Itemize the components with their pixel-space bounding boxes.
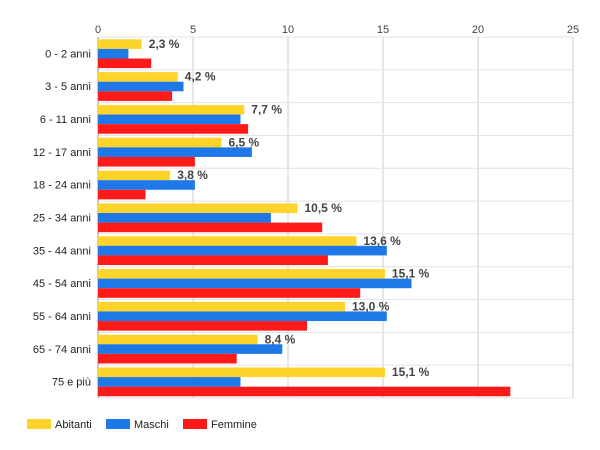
y-tick-label: 65 - 74 anni bbox=[33, 344, 91, 356]
y-tick-label: 35 - 44 anni bbox=[33, 245, 91, 257]
data-label: 10,5 % bbox=[305, 201, 343, 215]
y-axis-labels: 0 - 2 anni 3 - 5 anni 6 - 11 anni 12 - 17 a… bbox=[33, 48, 91, 388]
y-tick-label: 25 - 34 anni bbox=[33, 213, 91, 225]
bar-abitanti bbox=[98, 72, 178, 82]
bar-femmine bbox=[98, 255, 328, 266]
legend-swatch-abitanti bbox=[27, 419, 51, 429]
data-label: 15,1 % bbox=[392, 267, 430, 281]
bar-abitanti bbox=[98, 137, 222, 148]
data-label: 15,1 % bbox=[392, 365, 430, 379]
bar-femmine bbox=[98, 189, 146, 200]
bar-abitanti bbox=[98, 104, 245, 115]
data-label: 13,0 % bbox=[352, 299, 390, 313]
bar-femmine bbox=[98, 91, 173, 101]
legend-swatch-maschi bbox=[106, 419, 130, 429]
bar-maschi bbox=[98, 81, 184, 92]
x-tick-label: 20 bbox=[472, 24, 484, 36]
bar-femmine bbox=[98, 386, 511, 397]
y-tick-label: 75 e più bbox=[52, 377, 91, 389]
data-label: 13,6 % bbox=[363, 234, 401, 248]
bar-femmine bbox=[98, 353, 237, 364]
bar-femmine bbox=[98, 58, 152, 69]
data-label: 8,4 % bbox=[265, 332, 296, 346]
bar-maschi bbox=[98, 147, 252, 157]
x-tick-label: 15 bbox=[377, 24, 389, 36]
y-tick-label: 3 - 5 anni bbox=[45, 81, 91, 93]
y-tick-label: 0 - 2 anni bbox=[45, 48, 91, 60]
x-tick-label: 0 bbox=[95, 24, 101, 36]
bar-maschi bbox=[98, 180, 195, 190]
bar-abitanti bbox=[98, 301, 345, 312]
legend-label-maschi: Maschi bbox=[134, 419, 169, 431]
bar-abitanti bbox=[98, 334, 258, 345]
bar-abitanti bbox=[98, 367, 385, 378]
legend-label-femmine: Femmine bbox=[211, 419, 257, 431]
legend-swatch-femmine bbox=[183, 419, 207, 429]
y-tick-label: 18 - 24 anni bbox=[33, 180, 91, 192]
data-label: 6,5 % bbox=[229, 135, 260, 149]
bar-femmine bbox=[98, 124, 249, 134]
bars bbox=[98, 39, 511, 397]
bar-maschi bbox=[98, 311, 387, 322]
bar-maschi bbox=[98, 48, 129, 59]
bar-femmine bbox=[98, 222, 323, 233]
bar-maschi bbox=[98, 344, 283, 354]
bar-abitanti bbox=[98, 269, 385, 279]
y-tick-label: 12 - 17 anni bbox=[33, 147, 91, 159]
y-tick-label: 55 - 64 anni bbox=[33, 311, 91, 323]
data-label: 4,2 % bbox=[185, 70, 216, 84]
y-tick-label: 45 - 54 anni bbox=[33, 278, 91, 290]
data-label: 7,7 % bbox=[251, 103, 282, 117]
bar-maschi bbox=[98, 278, 412, 289]
bar-femmine bbox=[98, 156, 195, 167]
legend: Abitanti Maschi Femmine bbox=[27, 419, 257, 431]
bar-maschi bbox=[98, 245, 387, 256]
bar-maschi bbox=[98, 212, 271, 223]
y-tick-label: 6 - 11 anni bbox=[40, 114, 91, 126]
bar-maschi bbox=[98, 377, 241, 387]
x-tick-label: 10 bbox=[282, 24, 294, 36]
bar-femmine bbox=[98, 288, 361, 298]
bar-maschi bbox=[98, 114, 241, 125]
x-tick-label: 5 bbox=[190, 24, 196, 36]
bar-femmine bbox=[98, 321, 307, 331]
data-label: 3,8 % bbox=[177, 168, 208, 182]
data-label: 2,3 % bbox=[149, 37, 180, 51]
bar-abitanti bbox=[98, 236, 357, 246]
bar-abitanti bbox=[98, 203, 298, 213]
gridlines bbox=[97, 36, 574, 399]
data-labels: 2,3 % 4,2 % 7,7 % 6,5 % 3,8 % 10,5 % 13,6 % 15,… bbox=[149, 37, 430, 379]
bar-abitanti bbox=[98, 170, 171, 181]
bar-abitanti bbox=[98, 39, 142, 49]
legend-label-abitanti: Abitanti bbox=[55, 419, 92, 431]
x-axis-ticks: 0 5 10 15 20 25 bbox=[95, 24, 579, 36]
x-tick-label: 25 bbox=[567, 24, 579, 36]
